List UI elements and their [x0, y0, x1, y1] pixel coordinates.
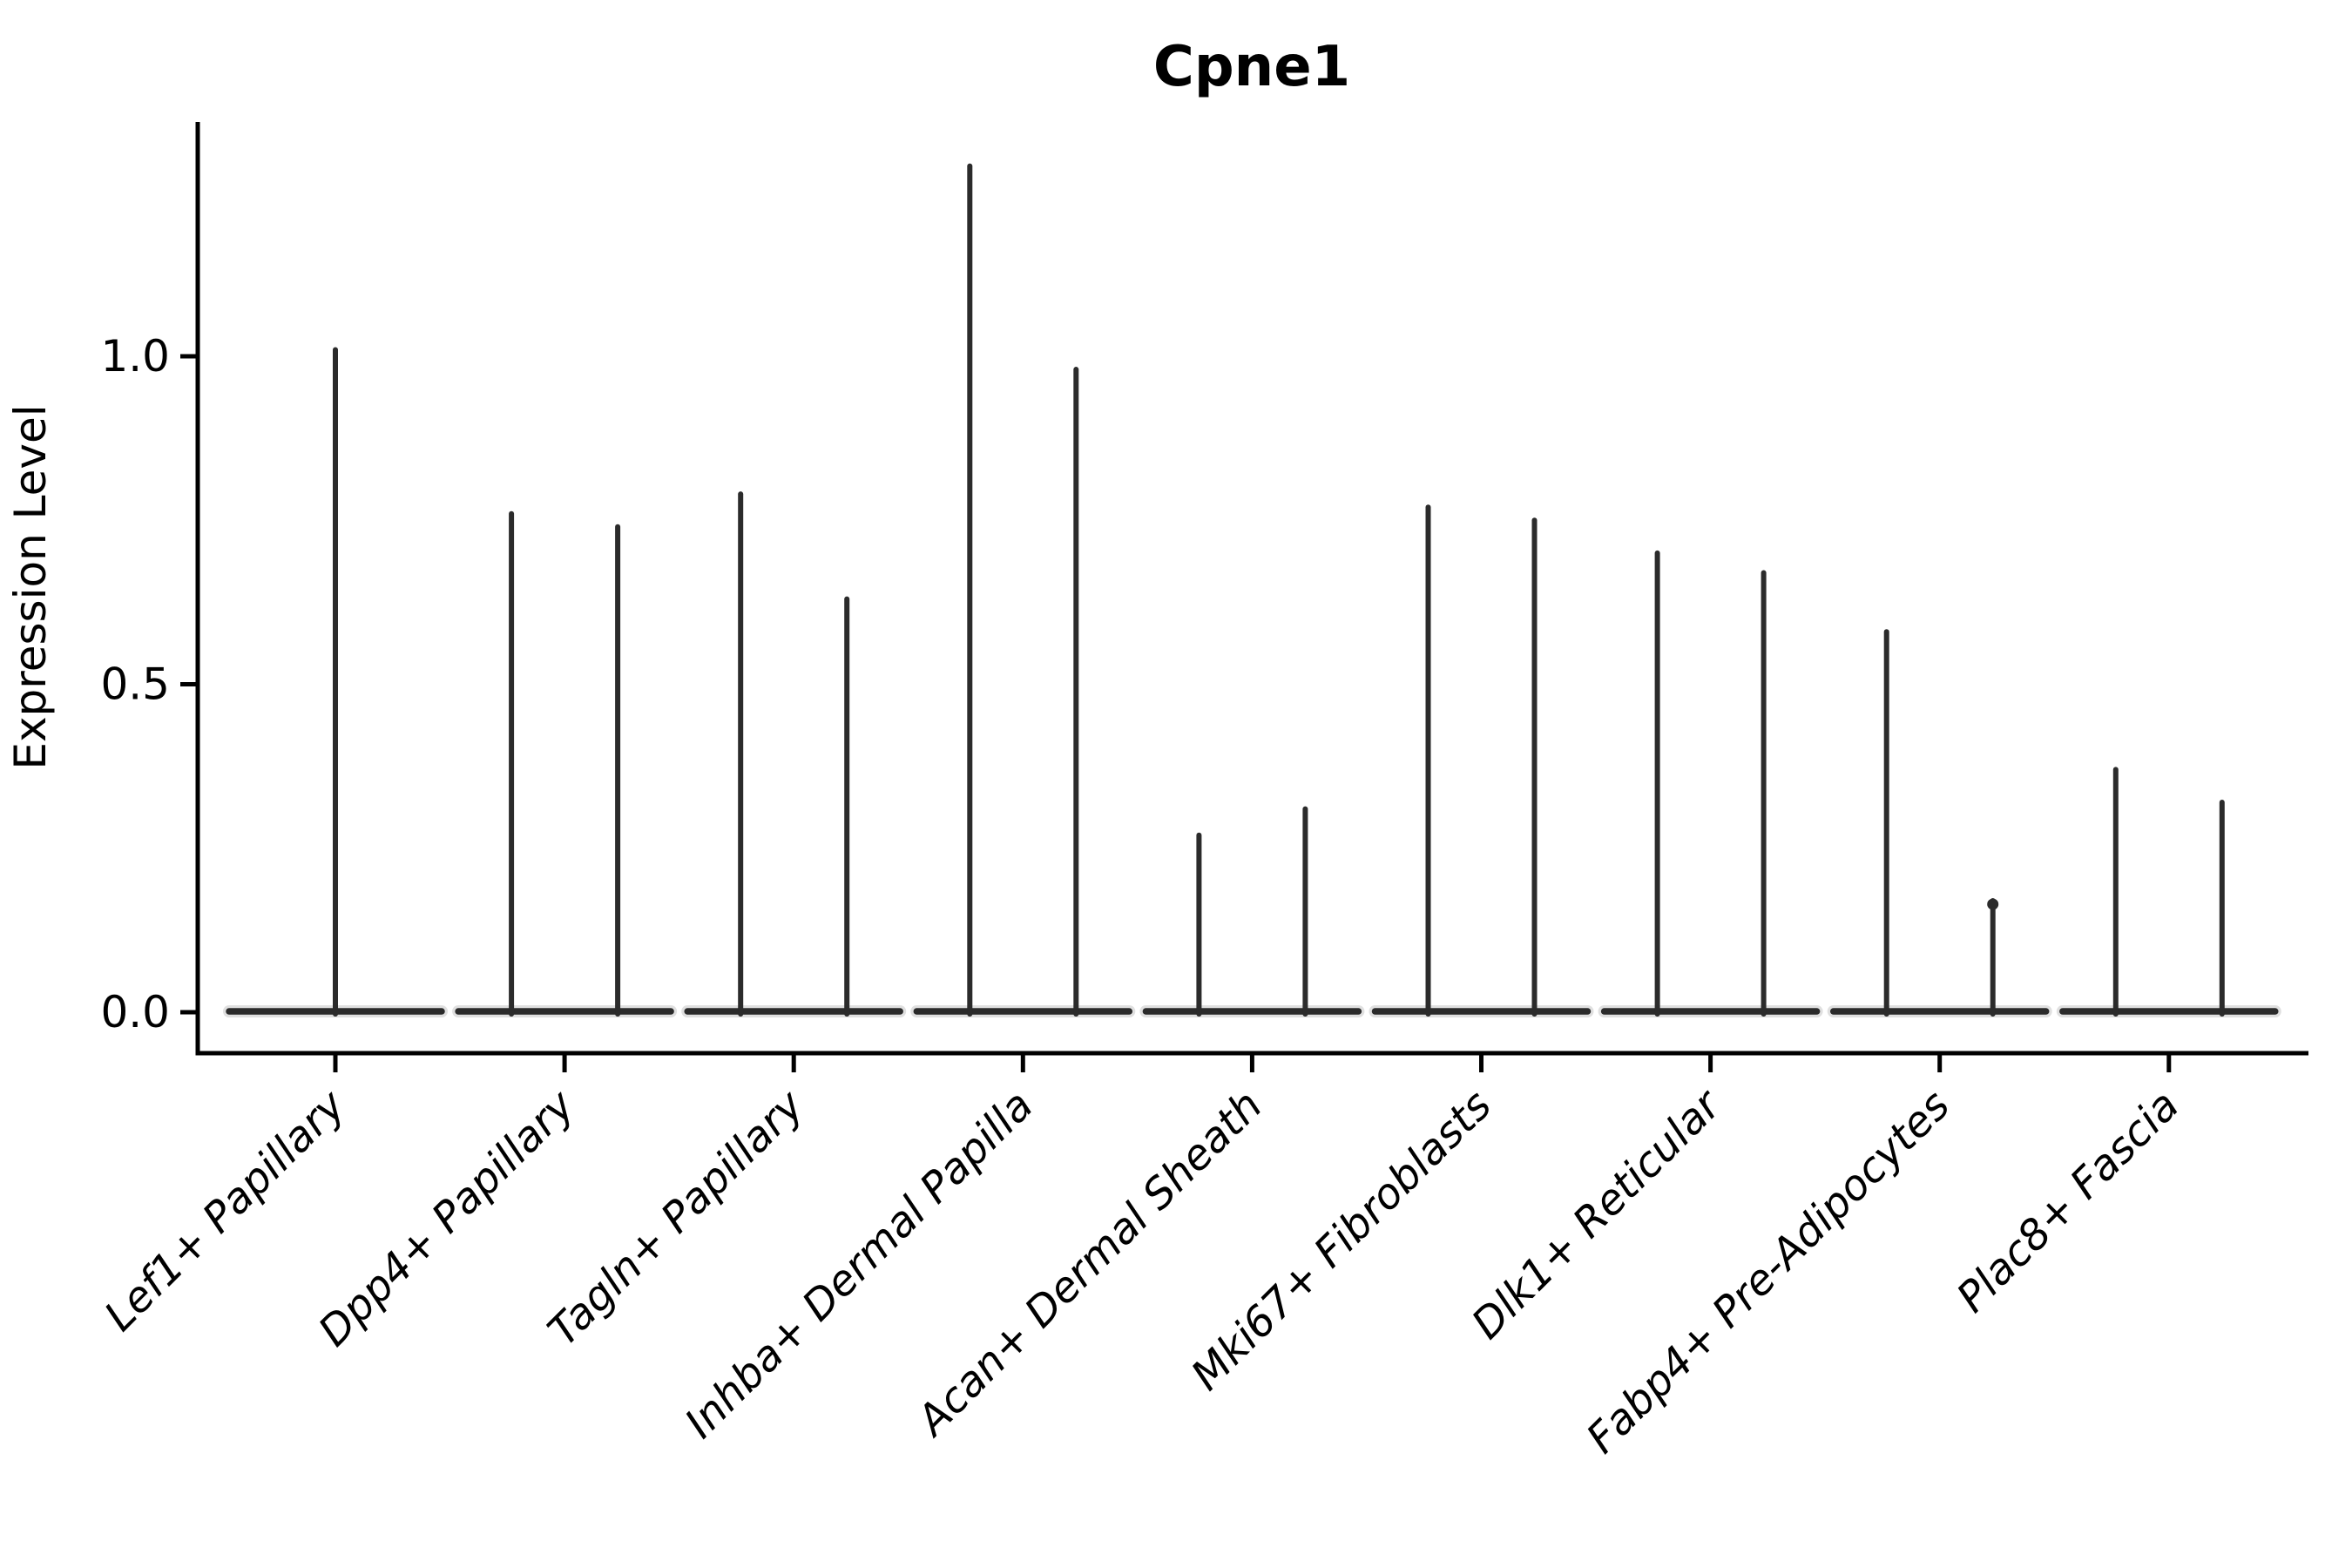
- x-tick-label: Plac8+ Fascia: [1948, 1081, 2189, 1322]
- x-tick-label: Dpp4+ Papillary: [309, 1080, 585, 1355]
- x-tick-label: Lef1+ Papillary: [95, 1080, 355, 1341]
- y-tick-label: 1.0: [100, 331, 170, 382]
- y-tick-label: 0.0: [100, 987, 170, 1037]
- y-tick-label: 0.5: [100, 659, 170, 710]
- y-tick-labels: 0.0 0.5 1.0: [100, 331, 170, 1037]
- chart-title: Cpne1: [1153, 35, 1350, 99]
- x-tick-label: Tagln+ Papillary: [538, 1080, 814, 1355]
- y-axis-label: Expression Level: [5, 404, 56, 769]
- violins-layer: [223, 163, 2281, 1017]
- violin-spike-knob: [1987, 898, 1999, 910]
- x-tick-label: Fabp4+ Pre-Adipocytes: [1578, 1081, 1960, 1463]
- x-tick-label: Dlk1+ Reticular: [1463, 1079, 1733, 1349]
- axes-layer: [180, 122, 2308, 1072]
